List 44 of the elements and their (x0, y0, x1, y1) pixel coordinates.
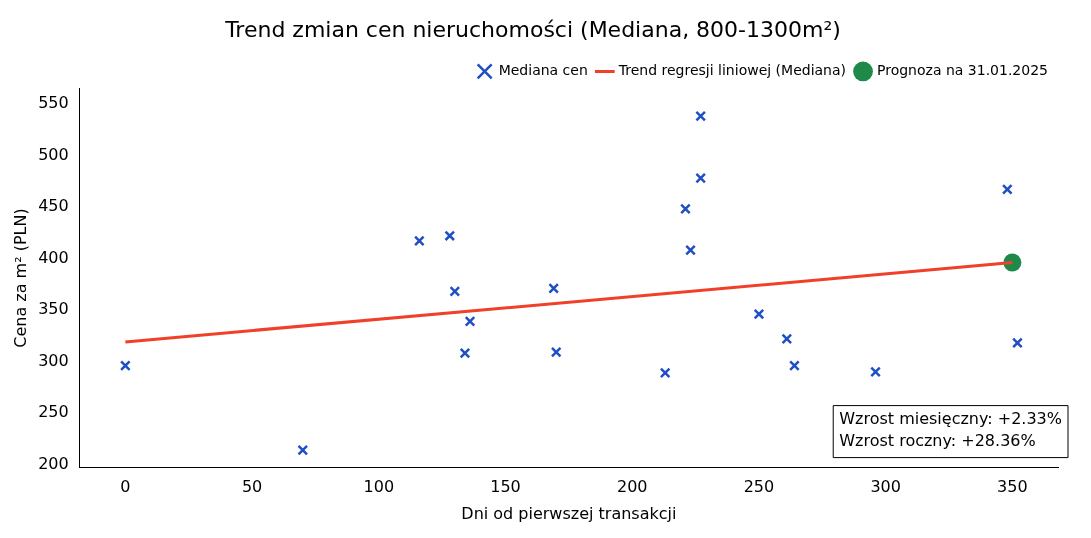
x-tick-label: 350 (997, 477, 1028, 497)
point (781, 333, 793, 345)
y-tick-label: 200 (38, 453, 69, 473)
y-tick-label: 400 (38, 247, 69, 267)
point (459, 347, 471, 359)
legend-label: Mediana cen (498, 62, 588, 79)
point (548, 282, 560, 294)
point (464, 315, 476, 327)
x-tick-label: 200 (616, 477, 648, 497)
x-tick-label: 50 (241, 477, 263, 497)
point (449, 285, 461, 297)
point (695, 172, 707, 184)
point (1011, 337, 1023, 349)
y-axis-title: Cena za m² (PLN) (10, 208, 30, 348)
point (550, 346, 562, 358)
x-tick-label: 150 (490, 477, 521, 497)
legend-label: Prognoza na 31.01.2025 (877, 62, 1049, 79)
legend-label: Trend regresji liniowej (Mediana) (617, 62, 847, 79)
x-tick-label: 250 (743, 477, 775, 497)
y-tick-label: 500 (38, 144, 69, 164)
y-tick-label: 550 (38, 93, 69, 113)
point (679, 203, 691, 215)
point (413, 235, 425, 247)
point (297, 444, 309, 456)
point (659, 367, 671, 379)
x-tick-label: 100 (363, 477, 395, 497)
chart-title: Trend zmian cen nieruchomości (Mediana, 800-1300m²) (224, 16, 841, 42)
y-tick-label: 350 (38, 299, 69, 319)
point (870, 366, 882, 378)
point (685, 244, 697, 256)
y-tick-label: 300 (38, 350, 69, 370)
y-tick-label: 250 (38, 402, 69, 422)
point (444, 230, 456, 242)
point (119, 360, 131, 372)
y-tick-label: 450 (38, 196, 69, 216)
point (788, 360, 800, 372)
point (753, 308, 765, 320)
x-tick-label: 0 (120, 477, 131, 497)
x-axis-title: Dni od pierwszej transakcji (461, 503, 677, 523)
x-tick-label: 300 (870, 477, 901, 497)
point (1001, 183, 1013, 195)
point (695, 110, 707, 122)
annotation: Wzrost miesięczny: +2.33% (839, 408, 1062, 428)
annotation: Wzrost roczny: +28.36% (839, 430, 1036, 450)
